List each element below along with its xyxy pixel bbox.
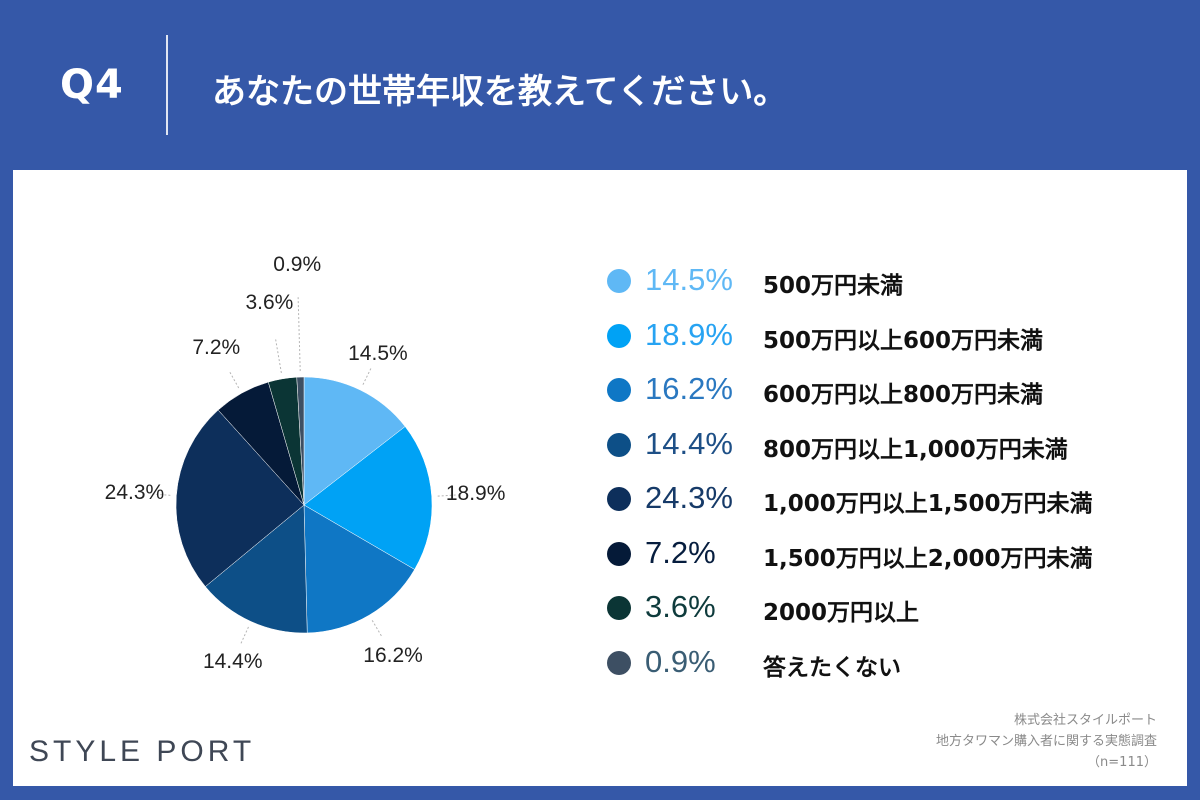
pie-slice [296, 376, 305, 506]
pie-data-label: 0.9% [273, 253, 322, 277]
legend-percent: 3.6% [645, 589, 716, 624]
pie-data-label: 24.3% [104, 480, 165, 504]
leader-line [371, 620, 383, 638]
legend-marker [607, 541, 631, 566]
source-sample: （n=111） [1087, 755, 1157, 770]
pie-slice [303, 504, 415, 634]
legend-percent: 14.4% [645, 425, 733, 461]
source-note: 株式会社スタイルポート 地方タワマン購入者に関する実態調査 （n=111） [936, 710, 1157, 773]
leader-line [239, 626, 249, 646]
legend-label: 1,000万円以上1,500万円未満 [763, 491, 1093, 517]
legend-item: 7.2% 1,500万円以上2,000万円未満 [603, 531, 1173, 586]
legend-percent: 7.2% [645, 534, 716, 570]
pie-slice [205, 504, 308, 634]
leader-line [274, 337, 282, 374]
legend-marker [607, 432, 631, 457]
pie-data-label: 3.6% [245, 290, 294, 314]
brand-logo: STYLE PORT [29, 735, 256, 768]
legend-item: 0.9% 答えたくない [603, 640, 1173, 695]
source-company: 株式会社スタイルポート [1013, 713, 1157, 728]
leader-line [297, 297, 301, 372]
legend-label: 800万円以上1,000万円未満 [763, 436, 1068, 463]
legend-item: 3.6% 2000万円以上 [603, 585, 1173, 640]
leader-line [437, 494, 458, 497]
leader-line [228, 370, 240, 389]
pie-data-label: 7.2% [192, 335, 241, 359]
legend-marker [607, 378, 631, 402]
pie-slice [303, 426, 433, 570]
legend-percent: 18.9% [645, 316, 733, 352]
legend-percent: 16.2% [645, 371, 733, 406]
pie-slice [175, 409, 305, 587]
legend-label: 500万円以上600万円未満 [763, 327, 1044, 354]
legend-marker [607, 596, 631, 620]
legend-marker [607, 487, 631, 511]
question-text: あなたの世帯年収を教えてください。 [212, 72, 788, 112]
pie-slice [303, 376, 406, 506]
pie-data-label: 14.4% [202, 649, 263, 673]
legend-percent: 24.3% [645, 480, 733, 515]
legend-item: 14.5% 500万円未満 [603, 258, 1173, 313]
legend-label: 答えたくない [763, 654, 901, 681]
legend-marker [607, 269, 631, 293]
legend-item: 16.2% 600万円以上800万円未満 [603, 367, 1173, 422]
chart-panel: 14.5% 18.9% 16.2% 14.4% 24.3% 7.2% 3.6% 0.9% 14… [13, 170, 1187, 786]
legend-percent: 14.5% [645, 262, 733, 297]
legend-item: 14.4% 800万円以上1,000万円未満 [603, 422, 1173, 477]
pie-data-label: 18.9% [445, 481, 506, 505]
source-survey: 地方タワマン購入者に関する実態調査 [935, 734, 1157, 749]
pie-data-label: 14.5% [348, 342, 408, 366]
header-divider [166, 35, 168, 135]
header: Q4 あなたの世帯年収を教えてください。 [0, 0, 1200, 170]
leader-line [150, 493, 171, 496]
legend-label: 2000万円以上 [763, 600, 920, 626]
legend-marker [607, 323, 631, 348]
legend: 14.5% 500万円未満 18.9% 500万円以上600万円未満 16.2%… [603, 258, 1173, 694]
legend-item: 24.3% 1,000万円以上1,500万円未満 [603, 476, 1173, 531]
pie-data-label: 16.2% [363, 643, 423, 667]
legend-marker [607, 650, 631, 675]
legend-label: 600万円以上800万円未満 [763, 382, 1044, 408]
legend-label: 1,500万円以上2,000万円未満 [763, 545, 1093, 572]
legend-percent: 0.9% [645, 643, 716, 679]
leader-line [362, 366, 373, 385]
pie-chart [150, 297, 458, 646]
question-number: Q4 [60, 62, 124, 108]
legend-item: 18.9% 500万円以上600万円未満 [603, 313, 1173, 368]
legend-label: 500万円未満 [763, 273, 904, 299]
